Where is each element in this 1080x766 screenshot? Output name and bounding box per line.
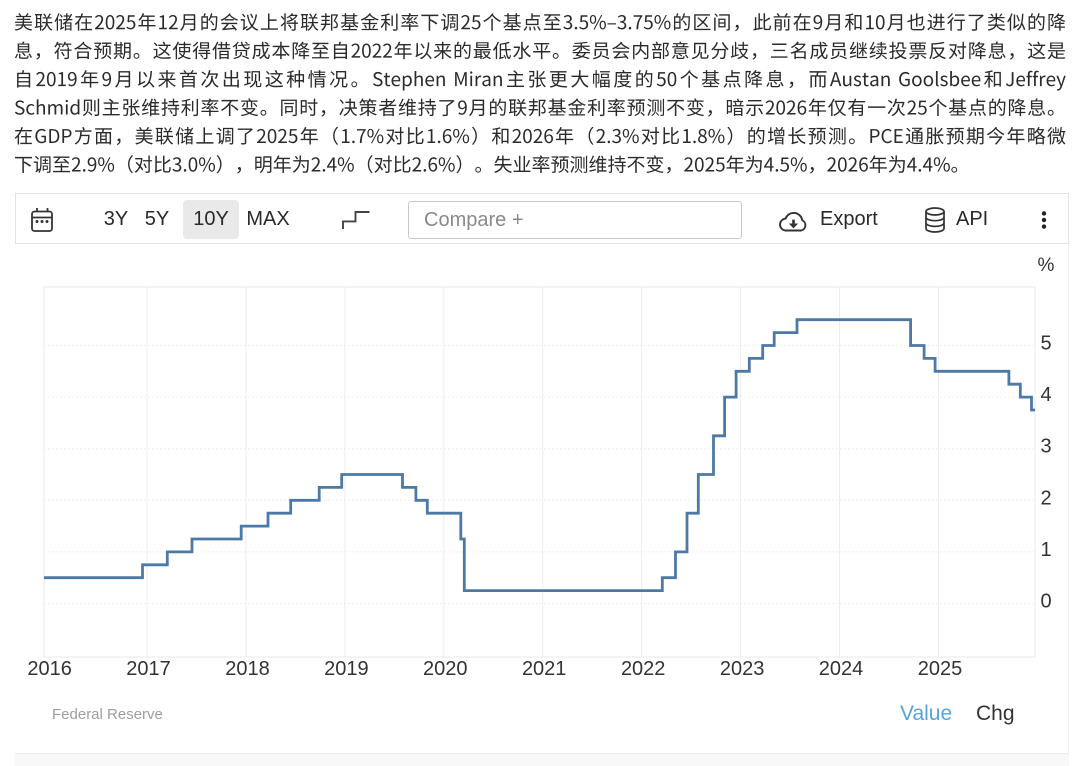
svg-text:2025: 2025: [918, 658, 963, 680]
svg-text:2016: 2016: [27, 658, 72, 680]
svg-text:2024: 2024: [819, 658, 864, 680]
svg-text:2020: 2020: [423, 658, 468, 680]
svg-text:0: 0: [1040, 591, 1051, 613]
svg-text:3: 3: [1040, 436, 1051, 458]
svg-text:1: 1: [1040, 539, 1051, 561]
svg-text:2021: 2021: [522, 658, 567, 680]
svg-text:%: %: [1038, 255, 1055, 276]
svg-text:2022: 2022: [621, 658, 666, 680]
svg-text:2017: 2017: [126, 658, 171, 680]
svg-text:4: 4: [1040, 384, 1051, 406]
svg-text:2: 2: [1040, 487, 1051, 509]
svg-text:2023: 2023: [720, 658, 765, 680]
svg-text:5: 5: [1040, 333, 1051, 355]
svg-text:2018: 2018: [225, 658, 270, 680]
svg-text:2019: 2019: [324, 658, 369, 680]
